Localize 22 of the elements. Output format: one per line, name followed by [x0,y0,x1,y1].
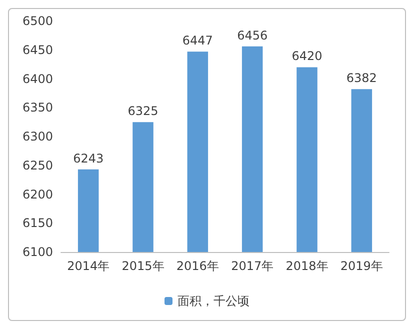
y-tick-label: 6500 [22,14,53,28]
data-label: 6325 [128,104,158,118]
x-tick-label: 2018年 [286,259,328,273]
x-tick-label: 2017年 [231,259,274,273]
data-label: 6456 [237,28,268,42]
y-tick-label: 6200 [22,187,53,202]
y-tick-label: 6150 [22,216,53,230]
data-label: 6420 [292,49,322,64]
data-label: 6447 [182,34,213,48]
y-tick-label: 6250 [22,158,53,172]
y-tick-label: 6450 [22,42,53,57]
x-tick-label: 2014年 [67,259,110,273]
data-label: 6382 [346,71,377,86]
data-label: 6243 [73,151,104,166]
x-tick-label: 2019年 [340,259,383,273]
y-tick-label: 6100 [22,245,53,259]
x-tick-label: 2016年 [176,259,219,273]
y-tick-label: 6350 [22,100,53,115]
y-tick-label: 6400 [22,72,53,86]
x-tick-label: 2015年 [122,259,164,273]
y-tick-label: 6300 [22,130,53,144]
legend-label: 面积，千公顷 [178,294,250,308]
